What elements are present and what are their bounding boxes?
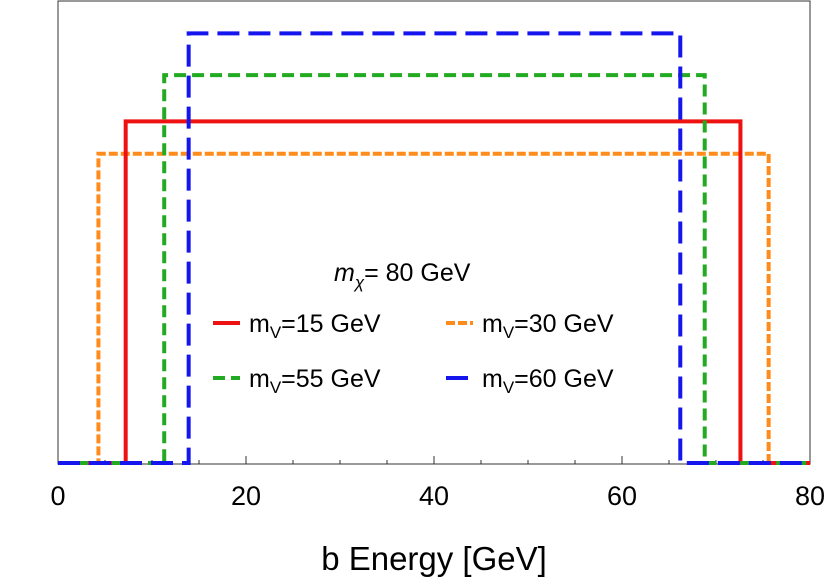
x-tick-label-40: 40 <box>419 481 449 511</box>
legend-label-mv15: mV=15 GeV <box>249 310 381 342</box>
x-tick-label-80: 80 <box>795 481 825 511</box>
legend-label-mv55: mV=55 GeV <box>249 365 381 397</box>
legend-item-mv60: mV=60 GeV <box>446 365 614 397</box>
plot-frame <box>57 0 811 465</box>
series-line-mv-60-gev <box>58 31 810 465</box>
x-tick-label-20: 20 <box>231 481 261 511</box>
legend-item-mv30: mV=30 GeV <box>446 310 614 342</box>
legend-label-mv60: mV=60 GeV <box>482 365 614 397</box>
x-tick-label-0: 0 <box>50 481 65 511</box>
x-axis-tick-labels: 0 20 40 60 80 <box>50 481 825 511</box>
series-line-mv-30-gev <box>58 151 810 465</box>
legend-label-mv30: mV=30 GeV <box>482 310 614 342</box>
legend: mV=15 GeV mV=30 GeV mV=55 GeV mV=60 GeV <box>213 310 614 397</box>
legend-item-mv15: mV=15 GeV <box>213 310 381 342</box>
series-line-mv-15-gev <box>58 119 810 465</box>
mass-annotation: mχ= 80 GeV <box>334 259 471 292</box>
legend-item-mv55: mV=55 GeV <box>213 365 381 397</box>
x-tick-label-60: 60 <box>607 481 637 511</box>
x-axis-title: b Energy [GeV] <box>321 540 547 577</box>
series-layer <box>58 31 810 465</box>
